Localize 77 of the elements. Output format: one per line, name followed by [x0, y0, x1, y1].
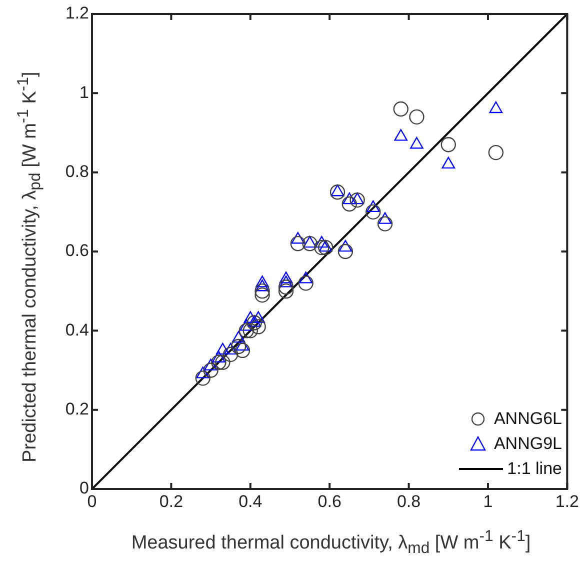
- point: [299, 272, 312, 284]
- point: [338, 244, 354, 260]
- point: [318, 240, 334, 256]
- point: [302, 236, 318, 252]
- point: [250, 319, 266, 334]
- y-tick-label: 0.4: [65, 320, 89, 340]
- point: [440, 137, 456, 152]
- point: [291, 232, 305, 244]
- point: [279, 276, 293, 288]
- point: [212, 350, 226, 362]
- point: [342, 192, 356, 204]
- point: [232, 330, 246, 343]
- point: [278, 283, 294, 299]
- point: [240, 319, 254, 331]
- point: [394, 129, 408, 141]
- point: [330, 184, 346, 200]
- point: [246, 315, 262, 330]
- point: [342, 196, 357, 212]
- point: [489, 101, 503, 114]
- point: [393, 101, 408, 117]
- y-tick-label: 0.8: [65, 162, 89, 182]
- x-axis-title: Measured thermal conductivity, λ$_{md}$ [W m$^{-1}$ K$^{-1}$]: [130, 528, 532, 558]
- point: [224, 342, 238, 355]
- point: [298, 276, 314, 291]
- point: [196, 366, 210, 378]
- point: [350, 192, 364, 204]
- point: [279, 272, 293, 284]
- point: [252, 311, 265, 323]
- point: [377, 216, 393, 232]
- legend-label: ANNG9L: [494, 433, 562, 455]
- point: [195, 370, 210, 386]
- point: [248, 315, 262, 327]
- legend-label: 1:1 line: [507, 458, 562, 480]
- point: [230, 338, 246, 354]
- x-tick-label: 0.4: [238, 492, 262, 511]
- point: [410, 137, 424, 149]
- point: [216, 342, 230, 355]
- point: [318, 240, 332, 252]
- point: [290, 236, 306, 252]
- x-tick-label: 0.2: [159, 492, 184, 511]
- point: [378, 212, 392, 224]
- y-tick-label: 0: [80, 478, 89, 498]
- x-tick-label: 1.2: [555, 492, 580, 511]
- y-tick-label: 0.2: [65, 400, 89, 419]
- point: [236, 338, 250, 351]
- point: [222, 346, 238, 362]
- point: [330, 184, 344, 196]
- point: [488, 144, 504, 160]
- point: [350, 192, 365, 208]
- point: [278, 280, 294, 295]
- point: [314, 240, 330, 256]
- y-tick-label: 1: [80, 82, 89, 102]
- point: [338, 240, 352, 252]
- point: [211, 354, 226, 370]
- point: [242, 323, 258, 338]
- y-tick-label: 1.2: [65, 4, 89, 23]
- x-tick-label: 0.6: [318, 492, 342, 511]
- point: [234, 342, 250, 358]
- point: [204, 358, 218, 370]
- point: [244, 311, 258, 323]
- y-tick-label: 0.6: [65, 241, 89, 260]
- point: [442, 156, 456, 169]
- point: [366, 204, 381, 220]
- point: [303, 236, 316, 248]
- point: [254, 287, 270, 303]
- point: [315, 236, 328, 248]
- x-tick-label: 0.8: [396, 492, 421, 511]
- point: [409, 109, 424, 125]
- point: [366, 200, 380, 212]
- point: [238, 323, 254, 338]
- x-tick-label: 1: [483, 492, 493, 511]
- point: [256, 276, 269, 288]
- point: [203, 362, 218, 378]
- point: [254, 283, 270, 299]
- legend-label: ANNG6L: [494, 408, 562, 430]
- point: [256, 280, 269, 292]
- point: [215, 354, 230, 370]
